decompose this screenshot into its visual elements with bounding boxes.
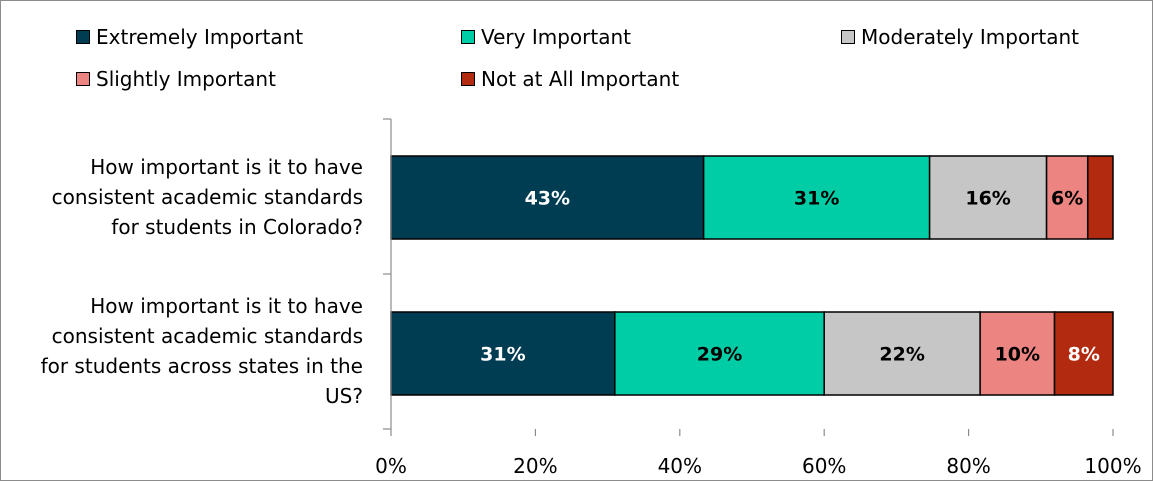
category-label-line: consistent academic standards xyxy=(52,324,363,348)
legend-item-slightly-important: Slightly Important xyxy=(76,67,276,91)
category-label: How important is it to have consistent ac… xyxy=(41,294,363,408)
legend-swatch-slightly-important xyxy=(76,72,90,86)
bar-segment xyxy=(1045,155,1089,240)
data-label: 6% xyxy=(1051,188,1083,210)
category-label-line: consistent academic standards xyxy=(52,185,363,209)
legend-label-very-important: Very Important xyxy=(481,25,631,49)
legend-item-very-important: Very Important xyxy=(461,25,631,49)
data-label: 43% xyxy=(525,188,570,210)
data-label: 16% xyxy=(965,188,1010,210)
x-tick-label: 40% xyxy=(658,454,702,478)
legend-label-extremely-important: Extremely Important xyxy=(96,25,304,49)
bar-segment xyxy=(823,311,981,396)
x-tick-label: 100% xyxy=(1084,454,1141,478)
category-label-line: for students across states in the xyxy=(41,354,363,378)
legend-item-extremely-important: Extremely Important xyxy=(76,25,303,49)
x-tick-label: 0% xyxy=(375,454,407,478)
bar-segment xyxy=(979,311,1056,396)
category-label-line: How important is it to have xyxy=(90,155,363,179)
x-tick-label: 80% xyxy=(946,454,990,478)
x-tick-label: 60% xyxy=(802,454,846,478)
data-label: 31% xyxy=(794,188,839,210)
legend-swatch-moderately-important xyxy=(841,30,855,44)
legend-swatch-very-important xyxy=(461,30,475,44)
data-label: 10% xyxy=(995,344,1040,366)
bar-segment xyxy=(1053,311,1114,396)
legend-item-not-at-all-important: Not at All Important xyxy=(461,67,679,91)
legend-label-not-at-all-important: Not at All Important xyxy=(481,67,680,91)
legend-label-slightly-important: Slightly Important xyxy=(96,67,276,91)
data-label: 29% xyxy=(697,344,742,366)
legend-item-moderately-important: Moderately Important xyxy=(841,25,1079,49)
category-label-line: How important is it to have xyxy=(90,294,363,318)
legend-label-moderately-important: Moderately Important xyxy=(861,25,1080,49)
bar-segment xyxy=(614,311,825,396)
x-tick-label: 20% xyxy=(513,454,557,478)
data-label: 8% xyxy=(1068,344,1100,366)
data-label: 31% xyxy=(480,344,525,366)
category-label: How important is it to have consistent ac… xyxy=(52,155,363,239)
legend-swatch-not-at-all-important xyxy=(461,72,475,86)
data-label: 22% xyxy=(879,344,924,366)
bar-segment xyxy=(1086,155,1114,240)
bar-segment xyxy=(928,155,1048,240)
category-label-line: US? xyxy=(325,384,363,408)
legend-swatch-extremely-important xyxy=(76,30,90,44)
category-label-line: for students in Colorado? xyxy=(111,215,363,239)
